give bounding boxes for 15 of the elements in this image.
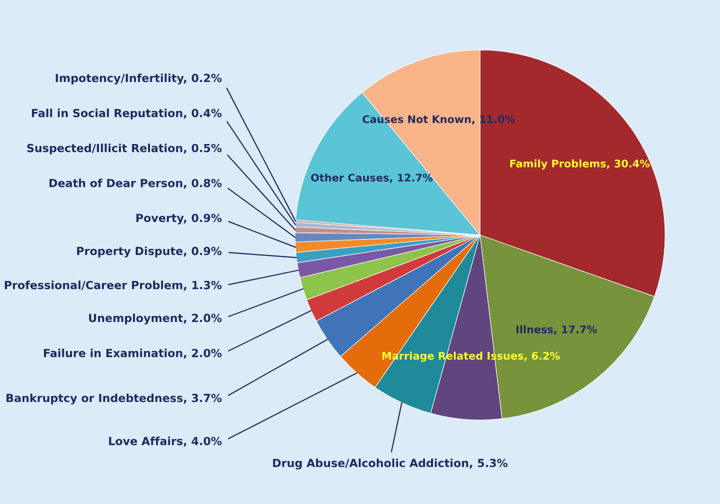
slice-label: Fall in Social Reputation, 0.4% — [32, 108, 222, 120]
slice-label: Bankruptcy or Indebtedness, 3.7% — [6, 394, 222, 404]
slice-label: Death of Dear Person, 0.8% — [50, 178, 222, 189]
slice-label: Suspected/Illicit Relation, 0.5% — [27, 144, 222, 154]
slice-label: Failure in Examination, 2.0% — [44, 348, 222, 359]
slice-label: Love Affairs, 4.0% — [109, 436, 222, 447]
slice-label: Drug Abuse/Alcoholic Addiction, 5.3% — [273, 458, 508, 470]
slice-label: Property Dispute, 0.9% — [77, 246, 222, 258]
slice-label: Poverty, 0.9% — [136, 214, 222, 224]
slice-label: Other Causes, 12.7% — [311, 174, 433, 183]
slice-label: Family Problems, 30.4% — [510, 159, 650, 170]
slice-label: Unemployment, 2.0% — [89, 314, 222, 324]
slice-label: Illness, 17.7% — [516, 325, 597, 335]
slice-label: Impotency/Infertility, 0.2% — [56, 74, 222, 84]
slice-label: Professional/Career Problem, 1.3% — [4, 280, 222, 291]
